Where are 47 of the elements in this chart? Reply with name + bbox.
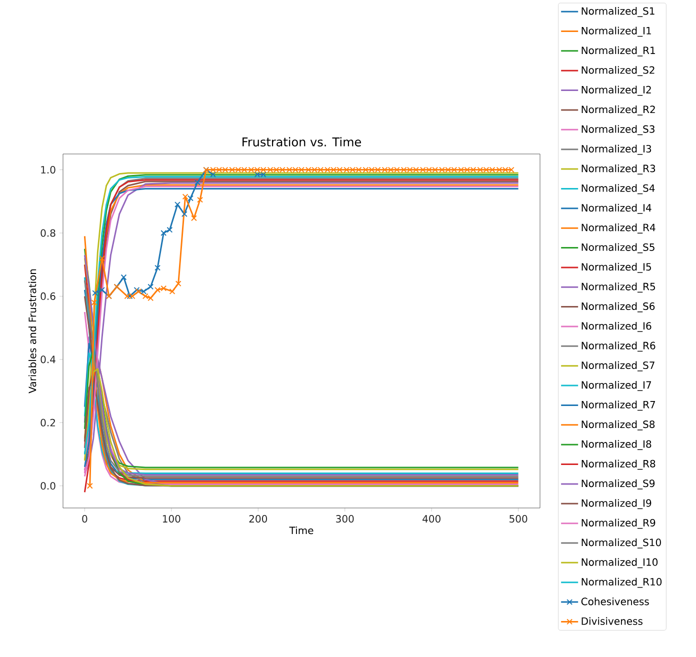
legend-label: Normalized_S1 [582,7,654,17]
legend-label: Normalized_I1 [582,26,651,37]
legend-label: Normalized_S10 [582,538,661,548]
x-tick-label: 300 [336,515,354,523]
legend-label: Normalized_I8 [582,440,652,450]
legend-label: Normalized_R7 [582,400,656,411]
y-tick-label: 0.6 [40,292,56,300]
legend-label: Normalized_S4 [582,184,655,194]
x-tick-label: 500 [510,515,528,523]
legend-label: Normalized_I10 [582,558,658,568]
chart-title: Frustration vs. Time [242,137,362,146]
legend-label: Normalized_I3 [582,144,652,155]
legend-label: Normalized_S8 [582,420,655,430]
y-tick-label: 1.0 [41,166,56,174]
legend-label: Normalized_S3 [582,125,654,136]
legend-label: Normalized_R9 [582,518,656,529]
legend-label: Normalized_S6 [582,302,655,312]
legend-label: Normalized_I9 [582,499,652,510]
legend-label: Normalized_I2 [582,86,651,96]
y-tick-label: 0.2 [40,418,55,426]
y-tick-label: 0.8 [40,229,56,237]
x-tick-label: 0 [82,515,88,523]
x-tick-label: 100 [162,515,180,523]
legend-label: Normalized_I5 [582,262,651,273]
legend-label: Normalized_I6 [582,322,652,332]
legend-label: Normalized_R10 [582,578,662,588]
y-axis-title: Variables and Frustration [28,269,36,394]
x-axis-title: Time [289,526,314,534]
legend-label: Cohesiveness [581,598,649,606]
x-tick-label: 400 [422,515,440,523]
legend-label: Normalized_R6 [582,342,656,352]
legend-label: Normalized_R4 [582,224,656,234]
y-tick-label: 0.4 [40,356,56,364]
legend-label: Normalized_R3 [582,164,656,174]
legend-label: Normalized_R1 [582,46,655,56]
legend-label: Normalized_R5 [582,282,655,293]
legend-label: Normalized_R8 [582,460,656,470]
legend-label: Normalized_S7 [582,361,654,372]
x-tick-label: 200 [249,515,268,523]
legend-label: Normalized_S9 [582,479,655,490]
legend-label: Normalized_R2 [582,105,655,116]
y-tick-label: 0.0 [40,482,56,490]
legend-label: Divisiveness [582,617,642,625]
legend-label: Normalized_S2 [582,66,654,76]
legend-label: Normalized_I7 [582,380,652,391]
legend-label: Normalized_I4 [582,204,652,214]
legend-label: Normalized_S5 [582,243,654,254]
